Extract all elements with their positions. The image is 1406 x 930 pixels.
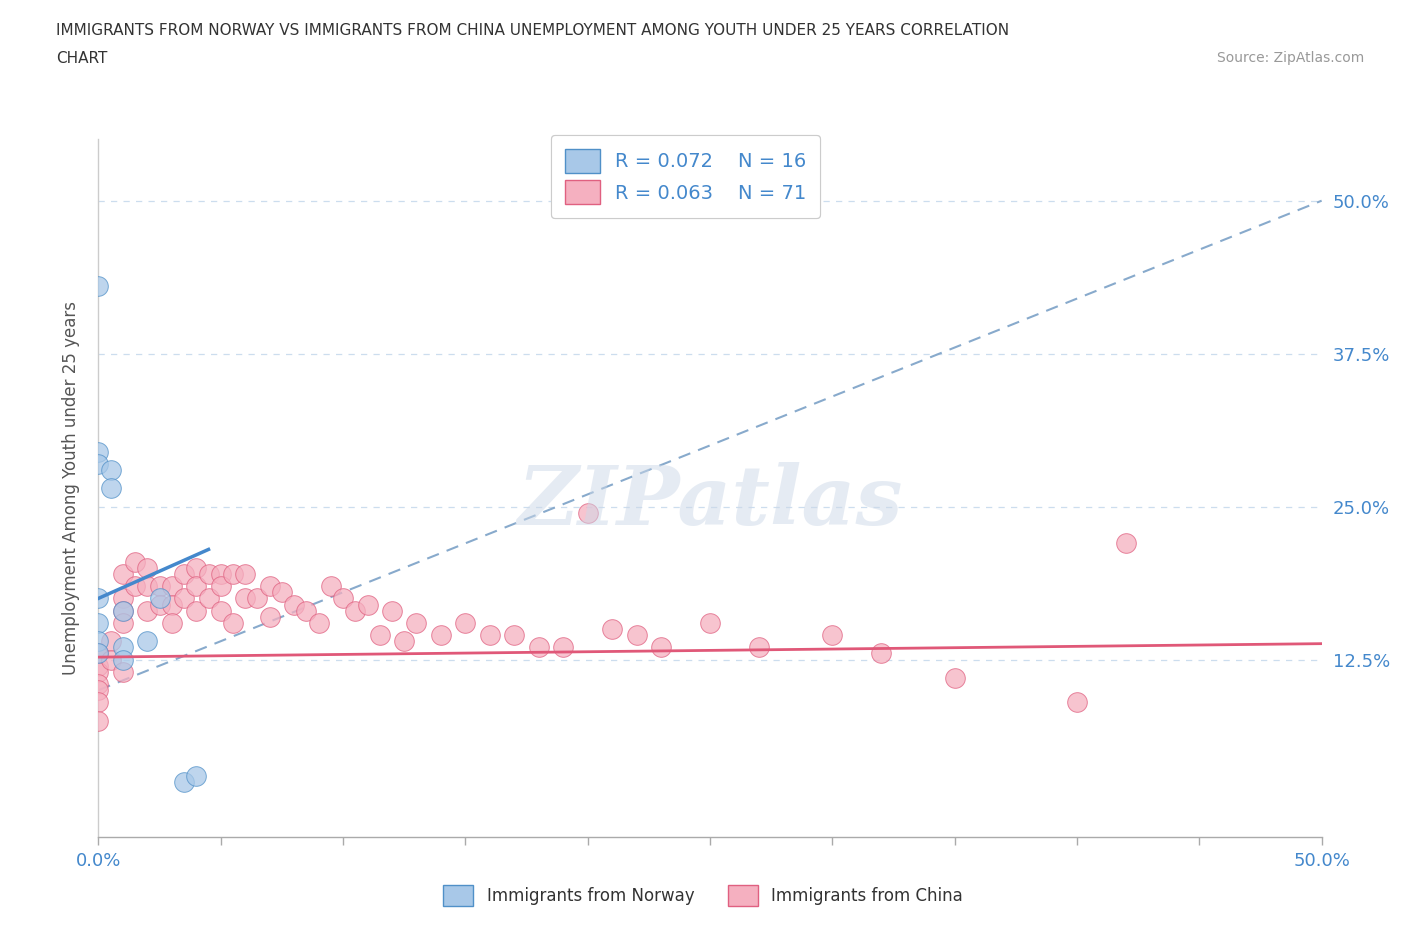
Point <box>650 640 672 655</box>
Point <box>124 578 146 593</box>
Point <box>173 566 195 581</box>
Point <box>136 604 159 618</box>
Point <box>1066 695 1088 710</box>
Point <box>100 633 122 648</box>
Point <box>405 616 427 631</box>
Text: CHART: CHART <box>56 51 108 66</box>
Point <box>295 604 318 618</box>
Point <box>233 591 256 605</box>
Point <box>259 578 281 593</box>
Point <box>381 604 404 618</box>
Point <box>87 591 110 605</box>
Y-axis label: Unemployment Among Youth under 25 years: Unemployment Among Youth under 25 years <box>62 301 80 675</box>
Point <box>821 628 844 643</box>
Point <box>111 652 134 667</box>
Point <box>233 566 256 581</box>
Legend: Immigrants from Norway, Immigrants from China: Immigrants from Norway, Immigrants from … <box>437 879 969 912</box>
Point <box>111 604 134 618</box>
Point <box>503 628 526 643</box>
Point <box>136 578 159 593</box>
Point <box>136 561 159 576</box>
Point <box>870 646 893 661</box>
Point <box>478 628 501 643</box>
Point <box>160 597 183 612</box>
Point <box>576 505 599 520</box>
Point <box>111 591 134 605</box>
Text: ZIPatlas: ZIPatlas <box>517 462 903 542</box>
Point <box>111 604 134 618</box>
Point <box>368 628 391 643</box>
Point <box>943 671 966 685</box>
Point <box>308 616 330 631</box>
Point <box>111 616 134 631</box>
Point <box>197 566 219 581</box>
Point <box>111 566 134 581</box>
Point <box>270 585 294 600</box>
Point <box>259 609 281 624</box>
Point <box>149 578 172 593</box>
Point <box>356 597 378 612</box>
Point <box>124 554 146 569</box>
Point <box>454 616 477 631</box>
Point <box>186 768 208 783</box>
Point <box>699 616 721 631</box>
Point <box>87 713 110 728</box>
Point <box>100 652 122 667</box>
Point <box>392 633 416 648</box>
Point <box>160 578 183 593</box>
Text: Source: ZipAtlas.com: Source: ZipAtlas.com <box>1216 51 1364 65</box>
Point <box>100 481 122 496</box>
Point <box>246 591 269 605</box>
Point <box>173 775 195 790</box>
Point <box>1115 536 1137 551</box>
Point <box>87 646 110 661</box>
Point <box>553 640 575 655</box>
Point <box>173 591 195 605</box>
Point <box>87 457 110 472</box>
Point <box>149 597 172 612</box>
Point <box>527 640 550 655</box>
Point <box>332 591 354 605</box>
Point <box>222 566 245 581</box>
Point <box>87 695 110 710</box>
Point <box>209 578 232 593</box>
Point <box>111 664 134 679</box>
Point <box>87 616 110 631</box>
Point <box>87 646 110 661</box>
Point <box>87 279 110 294</box>
Point <box>87 633 110 648</box>
Point <box>430 628 453 643</box>
Point <box>87 646 110 661</box>
Point <box>283 597 305 612</box>
Point <box>149 591 172 605</box>
Point <box>100 462 122 477</box>
Point <box>160 616 183 631</box>
Point <box>136 633 159 648</box>
Point <box>87 683 110 698</box>
Point <box>186 604 208 618</box>
Point <box>209 604 232 618</box>
Point <box>87 445 110 459</box>
Point <box>111 640 134 655</box>
Point <box>87 664 110 679</box>
Point <box>186 561 208 576</box>
Point <box>319 578 342 593</box>
Point <box>600 621 623 636</box>
Legend: R = 0.072    N = 16, R = 0.063    N = 71: R = 0.072 N = 16, R = 0.063 N = 71 <box>551 135 820 218</box>
Point <box>87 677 110 692</box>
Point <box>748 640 770 655</box>
Point <box>222 616 245 631</box>
Point <box>626 628 648 643</box>
Text: IMMIGRANTS FROM NORWAY VS IMMIGRANTS FROM CHINA UNEMPLOYMENT AMONG YOUTH UNDER 2: IMMIGRANTS FROM NORWAY VS IMMIGRANTS FRO… <box>56 23 1010 38</box>
Point <box>87 658 110 673</box>
Point <box>186 578 208 593</box>
Point <box>344 604 367 618</box>
Point <box>197 591 219 605</box>
Point <box>209 566 232 581</box>
